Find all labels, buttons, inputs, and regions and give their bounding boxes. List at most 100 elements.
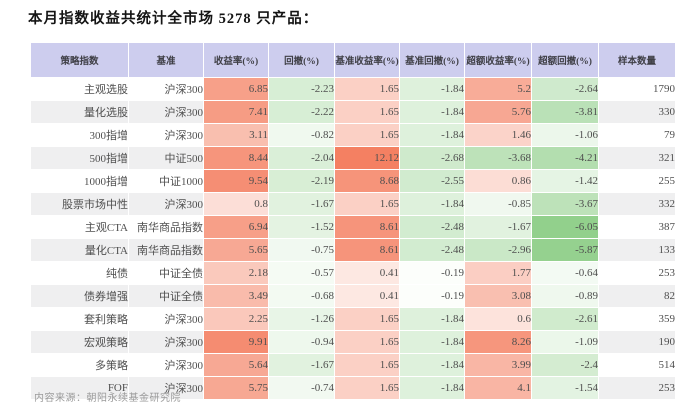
benchmark-cell: 沪深300 (128, 123, 204, 147)
value-cell: 4.1 (464, 376, 532, 400)
value-cell: 1.65 (334, 307, 400, 331)
value-cell: -2.96 (464, 238, 532, 262)
value-cell: -1.84 (399, 123, 465, 147)
value-cell: 0.6 (464, 307, 532, 331)
sample-cell: 359 (598, 307, 676, 331)
benchmark-cell: 沪深300 (128, 100, 204, 124)
value-cell: -0.19 (399, 261, 465, 285)
value-cell: 1.65 (334, 123, 400, 147)
value-cell: -0.85 (464, 192, 532, 216)
value-cell: -1.84 (399, 307, 465, 331)
table-row: 1000指增 中证1000 9.54 -2.19 8.68 -2.55 0.86 -1.42 2… (30, 169, 676, 193)
value-cell: 1.65 (334, 353, 400, 377)
value-cell: 5.64 (203, 353, 269, 377)
strategy-cell: 债券增强 (30, 284, 129, 308)
page-title: 本月指数收益共统计全市场 5278 只产品： (28, 11, 319, 27)
value-cell: 5.65 (203, 238, 269, 262)
table-body: 主观选股 沪深300 6.85 -2.23 1.65 -1.84 5.2 -2.64 1790 量… (30, 77, 676, 400)
value-cell: 6.94 (203, 215, 269, 239)
returns-table: 策略指数 基准 收益率(%) 回撤(%) 基准收益率(%) 基准回撤(%) 超额收益率(%)… (30, 42, 676, 400)
value-cell: -1.54 (531, 376, 599, 400)
table-row: 股票市场中性 沪深300 0.8 -1.67 1.65 -1.84 -0.85 -3.67 33… (30, 192, 676, 216)
value-cell: 9.91 (203, 330, 269, 354)
header-cell: 基准收益率(%) (334, 42, 400, 78)
value-cell: 12.12 (334, 146, 400, 170)
value-cell: -0.57 (268, 261, 335, 285)
table-row: 多策略 沪深300 5.64 -1.67 1.65 -1.84 3.99 -2.4 514 (30, 353, 676, 377)
strategy-cell: 1000指增 (30, 169, 129, 193)
value-cell: -1.84 (399, 376, 465, 400)
value-cell: -1.52 (268, 215, 335, 239)
value-cell: 1.77 (464, 261, 532, 285)
value-cell: 0.8 (203, 192, 269, 216)
table-row: 300指增 沪深300 3.11 -0.82 1.65 -1.84 1.46 -1.06 79 (30, 123, 676, 147)
value-cell: -0.68 (268, 284, 335, 308)
value-cell: 0.41 (334, 284, 400, 308)
benchmark-cell: 沪深300 (128, 192, 204, 216)
value-cell: -2.22 (268, 100, 335, 124)
strategy-cell: 股票市场中性 (30, 192, 129, 216)
value-cell: 8.61 (334, 215, 400, 239)
benchmark-cell: 沪深300 (128, 353, 204, 377)
sample-cell: 332 (598, 192, 676, 216)
strategy-cell: 多策略 (30, 353, 129, 377)
value-cell: -2.4 (531, 353, 599, 377)
table-row: FOF 沪深300 5.75 -0.74 1.65 -1.84 4.1 -1.54 253 (30, 376, 676, 400)
value-cell: 8.68 (334, 169, 400, 193)
value-cell: -2.61 (531, 307, 599, 331)
sample-cell: 1790 (598, 77, 676, 101)
value-cell: -1.84 (399, 330, 465, 354)
table-row: 债券增强 中证全债 3.49 -0.68 0.41 -0.19 3.08 -0.89 82 (30, 284, 676, 308)
value-cell: -0.82 (268, 123, 335, 147)
table-row: 量化选股 沪深300 7.41 -2.22 1.65 -1.84 5.76 -3.81 330 (30, 100, 676, 124)
value-cell: -4.21 (531, 146, 599, 170)
value-cell: 5.75 (203, 376, 269, 400)
value-cell: -1.84 (399, 192, 465, 216)
value-cell: -3.68 (464, 146, 532, 170)
benchmark-cell: 沪深300 (128, 307, 204, 331)
value-cell: 7.41 (203, 100, 269, 124)
value-cell: 3.08 (464, 284, 532, 308)
sample-cell: 253 (598, 376, 676, 400)
value-cell: 5.76 (464, 100, 532, 124)
value-cell: 8.26 (464, 330, 532, 354)
value-cell: 3.11 (203, 123, 269, 147)
value-cell: 0.86 (464, 169, 532, 193)
benchmark-cell: 中证1000 (128, 169, 204, 193)
header-cell: 超额回撤(%) (531, 42, 599, 78)
sample-cell: 190 (598, 330, 676, 354)
sample-cell: 133 (598, 238, 676, 262)
value-cell: -2.48 (399, 238, 465, 262)
benchmark-cell: 中证500 (128, 146, 204, 170)
header-cell: 回撤(%) (268, 42, 335, 78)
strategy-cell: 主观选股 (30, 77, 129, 101)
strategy-cell: 主观CTA (30, 215, 129, 239)
value-cell: -2.64 (531, 77, 599, 101)
value-cell: -1.42 (531, 169, 599, 193)
benchmark-cell: 沪深300 (128, 77, 204, 101)
value-cell: -2.23 (268, 77, 335, 101)
value-cell: -0.74 (268, 376, 335, 400)
table-row: 500指增 中证500 8.44 -2.04 12.12 -2.68 -3.68 -4.21 3… (30, 146, 676, 170)
value-cell: -1.09 (531, 330, 599, 354)
value-cell: -0.89 (531, 284, 599, 308)
table-row: 主观CTA 南华商品指数 6.94 -1.52 8.61 -2.48 -1.67 -6.05 3… (30, 215, 676, 239)
strategy-cell: 纯债 (30, 261, 129, 285)
benchmark-cell: 南华商品指数 (128, 238, 204, 262)
value-cell: -2.04 (268, 146, 335, 170)
strategy-cell: FOF (30, 376, 129, 400)
strategy-cell: 套利策略 (30, 307, 129, 331)
value-cell: 1.65 (334, 77, 400, 101)
sample-cell: 321 (598, 146, 676, 170)
value-cell: -2.68 (399, 146, 465, 170)
value-cell: -1.67 (268, 353, 335, 377)
table-row: 宏观策略 沪深300 9.91 -0.94 1.65 -1.84 8.26 -1.09 190 (30, 330, 676, 354)
sample-cell: 514 (598, 353, 676, 377)
strategy-cell: 宏观策略 (30, 330, 129, 354)
value-cell: -1.26 (268, 307, 335, 331)
table-row: 套利策略 沪深300 2.25 -1.26 1.65 -1.84 0.6 -2.61 359 (30, 307, 676, 331)
header-cell: 收益率(%) (203, 42, 269, 78)
value-cell: 3.99 (464, 353, 532, 377)
benchmark-cell: 沪深300 (128, 376, 204, 400)
value-cell: 6.85 (203, 77, 269, 101)
